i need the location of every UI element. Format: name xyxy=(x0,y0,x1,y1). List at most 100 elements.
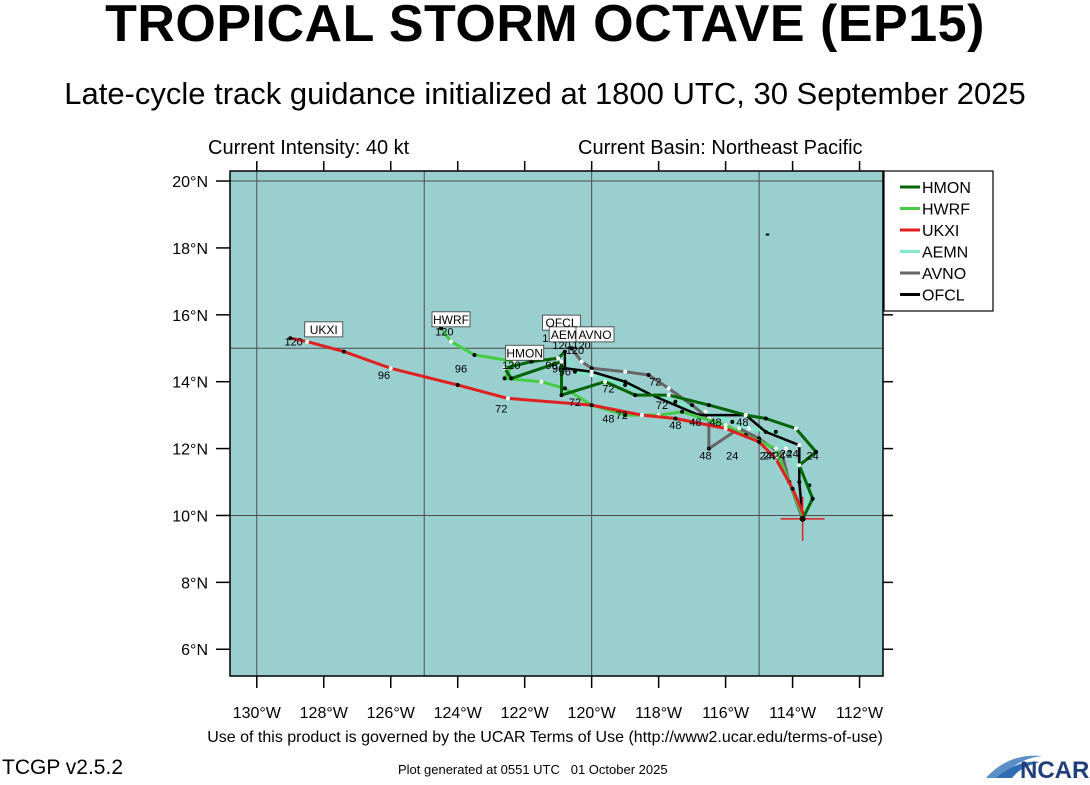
track-point-hmon xyxy=(797,463,802,468)
x-tick-label: 130°W xyxy=(233,705,282,722)
legend-label-hmon: HMON xyxy=(922,180,971,197)
track-point-hwrf xyxy=(723,423,728,428)
x-tick-label: 112°W xyxy=(836,705,884,722)
track-point-ukxi xyxy=(341,349,346,354)
track-point-hwrf xyxy=(562,386,567,391)
track-point-hmon xyxy=(559,359,564,364)
y-tick-label: 18°N xyxy=(172,241,208,258)
track-point-hmon xyxy=(666,393,671,398)
forecast-hour-label: 72 xyxy=(569,397,581,409)
forecast-hour-label: 48 xyxy=(699,450,711,462)
track-end-label: UKXI xyxy=(310,323,338,337)
track-point-hmon xyxy=(763,416,768,421)
track-point-ukxi xyxy=(589,403,594,408)
forecast-hour-label: 24 xyxy=(786,449,798,461)
forecast-hour-label: 120 xyxy=(566,345,584,357)
forecast-hour-label: 96 xyxy=(378,370,390,382)
forecast-hour-label: 24 xyxy=(780,449,792,461)
track-point-ofcl xyxy=(797,443,802,448)
track-point-aemn xyxy=(730,419,735,424)
track-point-avno xyxy=(623,369,628,374)
page-subtitle: Late-cycle track guidance initialized at… xyxy=(64,76,1026,111)
track-end-label-box xyxy=(431,311,471,328)
track-end-label-box xyxy=(304,321,344,338)
track-point-aemn xyxy=(673,399,678,404)
track-point-hmon xyxy=(559,393,564,398)
x-tick-label: 116°W xyxy=(702,705,750,722)
track-point-avno xyxy=(589,366,594,371)
legend-label-ukxi: UKXI xyxy=(922,223,959,240)
track-point-ukxi xyxy=(639,413,644,418)
legend-label-aemn: AEMN xyxy=(922,245,968,262)
forecast-hour-label: 120 xyxy=(435,327,453,339)
track-point-avno xyxy=(706,446,711,451)
track-point-hmon xyxy=(814,449,819,454)
track-point-aemn xyxy=(623,383,628,388)
forecast-hour-label: 24 xyxy=(726,450,738,462)
track-point-avno xyxy=(690,403,695,408)
track-point-hmon xyxy=(793,426,798,431)
track-point-ukxi xyxy=(790,486,795,491)
track-point-ukxi xyxy=(773,456,778,461)
ncar-logo-mark: NCAR xyxy=(986,755,1089,784)
track-point-ukxi xyxy=(723,426,728,431)
page-title: TROPICAL STORM OCTAVE (EP15) xyxy=(105,0,985,53)
track-point-ofcl xyxy=(589,369,594,374)
track-point-ukxi xyxy=(505,396,510,401)
y-tick-label: 12°N xyxy=(172,442,208,459)
track-end-label: HMON xyxy=(506,346,543,360)
ncar-logo: NCAR xyxy=(982,750,1090,784)
ncar-logo-text: NCAR xyxy=(1020,757,1089,780)
forecast-hour-label: 48 xyxy=(602,413,614,425)
track-point-avno xyxy=(666,386,671,391)
track-point-ukxi xyxy=(388,366,393,371)
current-basin: Current Basin: Northeast Pacific xyxy=(578,137,863,159)
track-point-aemn xyxy=(783,446,788,451)
x-tick-label: 124°W xyxy=(434,705,483,722)
track-point-ukxi xyxy=(288,336,293,341)
forecast-hour-label: 48 xyxy=(736,417,748,429)
forecast-hour-label: 96 xyxy=(455,363,467,375)
y-tick-label: 10°N xyxy=(172,508,208,525)
legend-label-hwrf: HWRF xyxy=(922,202,970,219)
forecast-hour-label: 120 xyxy=(552,340,570,352)
forecast-hour-label: 48 xyxy=(709,417,721,429)
track-point-avno xyxy=(780,453,785,458)
track-point-hmon xyxy=(633,393,638,398)
plot-area xyxy=(230,171,883,676)
track-end-label-box xyxy=(505,344,545,361)
track-point-avno xyxy=(737,426,742,431)
track-point-hwrf xyxy=(773,446,778,451)
forecast-hour-label: 24 xyxy=(773,450,785,462)
track-point-hwrf xyxy=(680,409,685,414)
track-ukxi xyxy=(288,336,805,514)
track-point-aemn xyxy=(589,373,594,378)
x-tick-label: 128°W xyxy=(300,705,349,722)
track-point-hwrf xyxy=(502,376,507,381)
x-tick-label: 114°W xyxy=(769,705,817,722)
track-point-hwrf xyxy=(449,339,454,344)
version-label: TCGP v2.5.2 xyxy=(2,756,123,779)
track-point-aemn xyxy=(773,429,778,434)
forecast-hour-label: 24 xyxy=(807,450,819,462)
track-end-label: AVNO xyxy=(578,328,611,342)
track-point-aemn xyxy=(703,409,708,414)
forecast-hour-label: 72 xyxy=(602,383,614,395)
track-point-hmon xyxy=(603,379,608,384)
track-point-hwrf xyxy=(472,352,477,357)
track-end-label-box xyxy=(575,326,615,343)
track-point-ofcl xyxy=(763,429,768,434)
forecast-hour-label: 48 xyxy=(689,417,701,429)
forecast-hour-label: 24 xyxy=(760,450,772,462)
generated-timestamp: Plot generated at 0551 UTC 01 October 20… xyxy=(398,762,668,777)
forecast-hour-label: 72 xyxy=(649,377,661,389)
legend-label-ofcl: OFCL xyxy=(922,288,965,305)
track-point-hwrf xyxy=(623,413,628,418)
track-point-ukxi xyxy=(455,383,460,388)
track-point-ofcl xyxy=(562,366,567,371)
track-point-hmon xyxy=(556,356,561,361)
track-hmon xyxy=(503,350,818,521)
track-point-ukxi xyxy=(673,416,678,421)
track-point-hmon xyxy=(706,403,711,408)
